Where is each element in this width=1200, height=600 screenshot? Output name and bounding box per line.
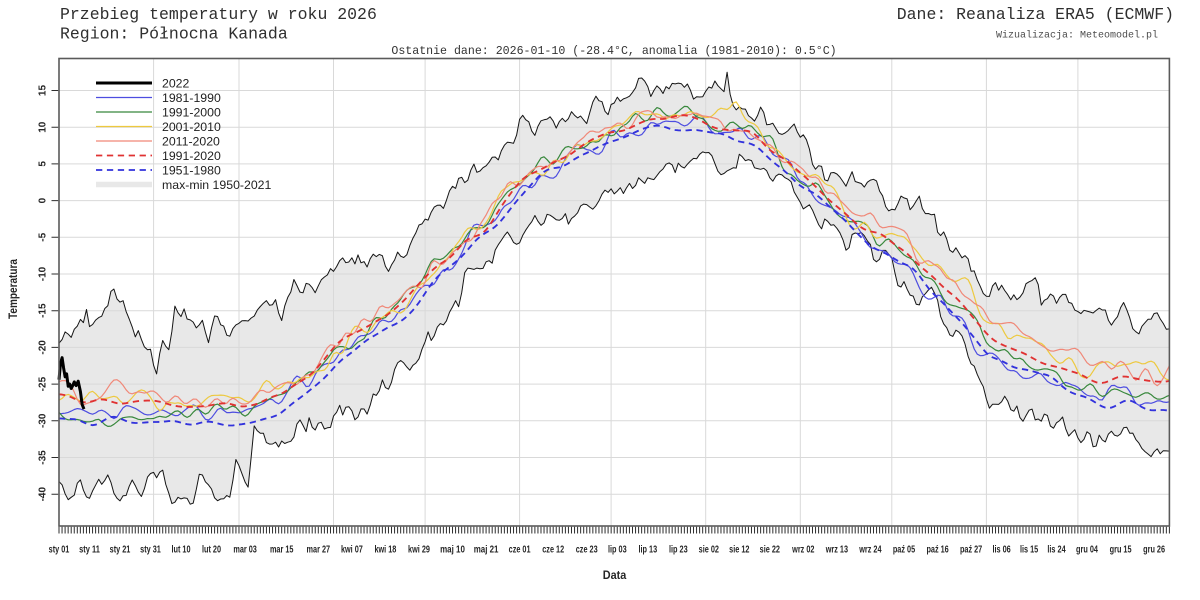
svg-text:lis 06: lis 06 bbox=[992, 545, 1011, 556]
svg-text:wrz 24: wrz 24 bbox=[859, 545, 882, 556]
svg-text:1981-1990: 1981-1990 bbox=[162, 91, 221, 105]
svg-text:kwi 29: kwi 29 bbox=[408, 545, 430, 556]
svg-text:Temperatura: Temperatura bbox=[6, 259, 20, 319]
svg-text:15: 15 bbox=[38, 85, 49, 97]
svg-text:gru 04: gru 04 bbox=[1076, 545, 1098, 556]
svg-text:lip 03: lip 03 bbox=[608, 545, 627, 556]
svg-text:sty 11: sty 11 bbox=[79, 545, 100, 556]
svg-text:wrz 02: wrz 02 bbox=[791, 545, 814, 556]
svg-text:maj 21: maj 21 bbox=[474, 545, 499, 556]
svg-text:lut 10: lut 10 bbox=[171, 545, 190, 556]
svg-text:kwi 07: kwi 07 bbox=[341, 545, 363, 556]
svg-text:-15: -15 bbox=[38, 303, 49, 318]
svg-text:cze 23: cze 23 bbox=[576, 545, 598, 556]
svg-text:wrz 13: wrz 13 bbox=[825, 545, 848, 556]
svg-text:paź 05: paź 05 bbox=[893, 545, 916, 556]
svg-text:kwi 18: kwi 18 bbox=[374, 545, 396, 556]
svg-text:sie 22: sie 22 bbox=[760, 545, 781, 556]
svg-text:sty 01: sty 01 bbox=[49, 545, 70, 556]
svg-text:Dane: Reanaliza ERA5 (ECMWF): Dane: Reanaliza ERA5 (ECMWF) bbox=[897, 5, 1174, 24]
svg-text:10: 10 bbox=[38, 121, 49, 133]
svg-text:mar 03: mar 03 bbox=[233, 545, 257, 556]
svg-text:lut 20: lut 20 bbox=[202, 545, 221, 556]
svg-text:-10: -10 bbox=[38, 266, 49, 281]
svg-text:-35: -35 bbox=[38, 450, 49, 465]
svg-text:lip 13: lip 13 bbox=[638, 545, 657, 556]
svg-text:maj 10: maj 10 bbox=[440, 545, 465, 556]
svg-text:1951-1980: 1951-1980 bbox=[162, 163, 221, 177]
svg-text:5: 5 bbox=[38, 161, 49, 167]
svg-text:sty 21: sty 21 bbox=[110, 545, 131, 556]
svg-text:sty 31: sty 31 bbox=[140, 545, 161, 556]
svg-text:sie 02: sie 02 bbox=[699, 545, 720, 556]
svg-text:-30: -30 bbox=[38, 413, 49, 428]
svg-text:max-min 1950-2021: max-min 1950-2021 bbox=[162, 178, 272, 192]
svg-text:Ostatnie dane: 2026-01-10 (-28: Ostatnie dane: 2026-01-10 (-28.4°C, anom… bbox=[391, 45, 836, 58]
svg-text:paź 27: paź 27 bbox=[960, 545, 983, 556]
svg-text:gru 26: gru 26 bbox=[1143, 545, 1165, 556]
svg-text:1991-2020: 1991-2020 bbox=[162, 149, 221, 163]
svg-text:2001-2010: 2001-2010 bbox=[162, 120, 221, 134]
svg-text:gru 15: gru 15 bbox=[1110, 545, 1132, 556]
svg-text:Przebieg temperatury w roku 20: Przebieg temperatury w roku 2026 bbox=[60, 5, 377, 24]
svg-text:-40: -40 bbox=[38, 487, 49, 502]
svg-text:sie 12: sie 12 bbox=[729, 545, 750, 556]
svg-text:2022: 2022 bbox=[162, 76, 190, 90]
svg-text:paź 16: paź 16 bbox=[926, 545, 949, 556]
svg-text:lis 15: lis 15 bbox=[1020, 545, 1039, 556]
svg-text:0: 0 bbox=[38, 197, 49, 203]
svg-text:cze 12: cze 12 bbox=[542, 545, 564, 556]
svg-text:cze 01: cze 01 bbox=[509, 545, 531, 556]
svg-text:1991-2000: 1991-2000 bbox=[162, 105, 221, 119]
svg-text:mar 27: mar 27 bbox=[307, 545, 331, 556]
svg-text:Wizualizacja: Meteomodel.pl: Wizualizacja: Meteomodel.pl bbox=[996, 30, 1158, 42]
svg-text:Data: Data bbox=[603, 568, 627, 582]
svg-text:-5: -5 bbox=[38, 232, 49, 241]
svg-text:Region: Północna Kanada: Region: Północna Kanada bbox=[60, 25, 288, 44]
svg-text:-20: -20 bbox=[38, 340, 49, 355]
svg-text:lip 23: lip 23 bbox=[669, 545, 688, 556]
svg-text:mar 15: mar 15 bbox=[270, 545, 294, 556]
svg-text:2011-2020: 2011-2020 bbox=[162, 134, 220, 148]
svg-text:lis 24: lis 24 bbox=[1047, 545, 1066, 556]
svg-text:-25: -25 bbox=[38, 376, 49, 391]
